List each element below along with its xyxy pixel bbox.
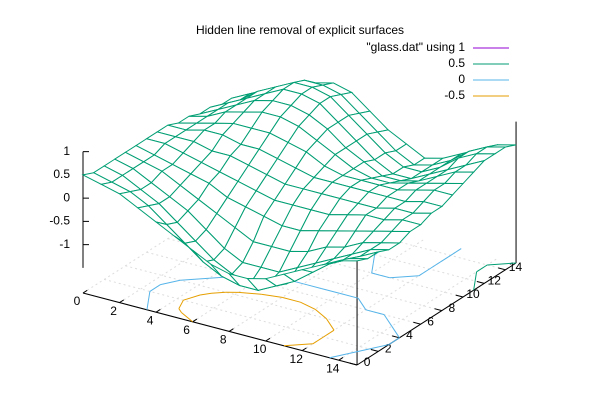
- x-tick-label: 2: [110, 304, 117, 318]
- y-tick: [498, 267, 506, 271]
- x-tick: [119, 299, 125, 304]
- y-tick-label: 4: [406, 328, 413, 342]
- contour-segment: [300, 301, 316, 310]
- grid-line: [155, 209, 316, 313]
- grid-line: [192, 219, 352, 323]
- contour-segment: [238, 291, 262, 295]
- y-tick: [455, 294, 464, 298]
- legend-label: 0.5: [448, 56, 465, 70]
- contour-segment: [314, 308, 327, 319]
- contour-segment: [181, 312, 193, 323]
- contour-segment: [180, 277, 210, 281]
- contour-segment: [211, 291, 226, 294]
- contour-segment: [303, 283, 322, 290]
- legend-label: 0: [458, 72, 465, 86]
- z-tick-label: -1: [59, 237, 70, 251]
- contour-segment: [325, 318, 335, 331]
- y-tick-label: 2: [385, 342, 392, 356]
- y-tick-label: 6: [427, 314, 434, 328]
- y-tick-label: 12: [488, 274, 502, 288]
- grid-line: [119, 200, 279, 304]
- contour-segment: [149, 284, 161, 292]
- contour-segment: [369, 344, 389, 350]
- y-tick: [413, 321, 421, 325]
- contour-segment: [312, 336, 324, 345]
- contour-segment: [282, 296, 301, 303]
- contour-segment: [439, 254, 451, 263]
- y-tick-label: 8: [449, 301, 456, 315]
- contour-segment: [321, 288, 341, 294]
- contour-segment: [372, 254, 376, 264]
- chart-title: Hidden line removal of explicit surfaces: [196, 23, 404, 37]
- legend-label: "glass.dat" using 1: [366, 40, 465, 54]
- contour-segment: [283, 343, 313, 347]
- y-axis: [356, 262, 517, 366]
- x-tick-label: 6: [183, 323, 190, 337]
- contour-segment: [365, 309, 385, 316]
- contour-segment: [146, 300, 149, 310]
- contour-segment: [178, 299, 184, 309]
- contour-segment: [388, 337, 400, 346]
- x-tick: [82, 289, 88, 294]
- contour-segment: [391, 325, 400, 339]
- grid-line: [82, 190, 243, 294]
- x-tick: [228, 328, 234, 332]
- contour-segment: [261, 293, 283, 298]
- contour-segment: [323, 329, 335, 338]
- x-tick: [192, 318, 198, 323]
- y-tick: [392, 335, 400, 339]
- x-tick: [265, 337, 271, 342]
- z-tick-label: 0.5: [53, 167, 70, 181]
- x-tick-label: 12: [290, 352, 304, 366]
- surface-patch: [338, 258, 368, 262]
- contour-segment: [418, 268, 430, 277]
- x-tick-label: 10: [253, 342, 267, 356]
- contour-segment: [160, 279, 181, 286]
- x-tick-label: 14: [326, 361, 340, 375]
- grid-line: [104, 278, 379, 352]
- z-tick-label: -0.5: [49, 214, 70, 228]
- contour-segment: [371, 263, 374, 274]
- x-tick-label: 0: [74, 294, 81, 308]
- grid-line: [265, 238, 425, 342]
- x-tick: [301, 347, 307, 352]
- y-tick: [434, 308, 442, 312]
- grid-line: [228, 228, 389, 332]
- contour-segment: [473, 280, 476, 291]
- contour-segment: [476, 264, 488, 273]
- x-tick: [338, 357, 344, 361]
- grid-line: [338, 257, 499, 361]
- contour-segment: [199, 292, 212, 296]
- grid-line: [125, 265, 400, 339]
- y-tick: [370, 348, 379, 352]
- contour-segment: [178, 308, 182, 313]
- x-tick-label: 4: [147, 313, 154, 327]
- contour-segment: [183, 294, 201, 301]
- contour-segment: [429, 261, 441, 270]
- x-tick: [155, 309, 161, 313]
- contour-segment: [474, 271, 478, 282]
- contour-segment: [339, 292, 359, 299]
- contour-segment: [487, 262, 517, 266]
- contour-segment: [371, 272, 391, 279]
- y-tick-label: 0: [364, 355, 371, 369]
- x-axis: [82, 292, 358, 366]
- y-tick-label: 10: [466, 287, 480, 301]
- contour-segment: [450, 248, 462, 256]
- z-tick-label: 1: [63, 144, 70, 158]
- contour-segment: [383, 314, 393, 327]
- y-tick: [476, 280, 485, 284]
- legend-label: -0.5: [444, 88, 465, 102]
- x-tick-label: 8: [220, 333, 227, 347]
- contour-segment: [349, 348, 370, 354]
- contour-segment: [147, 291, 151, 301]
- z-tick-label: 0: [63, 190, 70, 204]
- contour-segment: [329, 352, 350, 359]
- contour-segment: [389, 275, 419, 279]
- y-tick: [349, 362, 358, 366]
- contour-segment: [357, 297, 367, 311]
